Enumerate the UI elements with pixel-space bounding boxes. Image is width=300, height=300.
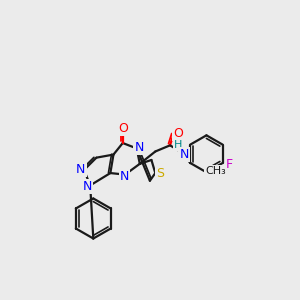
Text: S: S (156, 167, 164, 180)
Text: CH₃: CH₃ (206, 166, 226, 176)
Text: O: O (118, 122, 128, 135)
Text: O: O (173, 127, 183, 140)
Text: N: N (134, 141, 144, 154)
Text: F: F (226, 158, 233, 171)
Text: N: N (179, 148, 189, 161)
Text: N: N (76, 164, 86, 176)
Text: N: N (120, 169, 129, 183)
Text: N: N (82, 180, 92, 193)
Text: H: H (174, 140, 183, 150)
